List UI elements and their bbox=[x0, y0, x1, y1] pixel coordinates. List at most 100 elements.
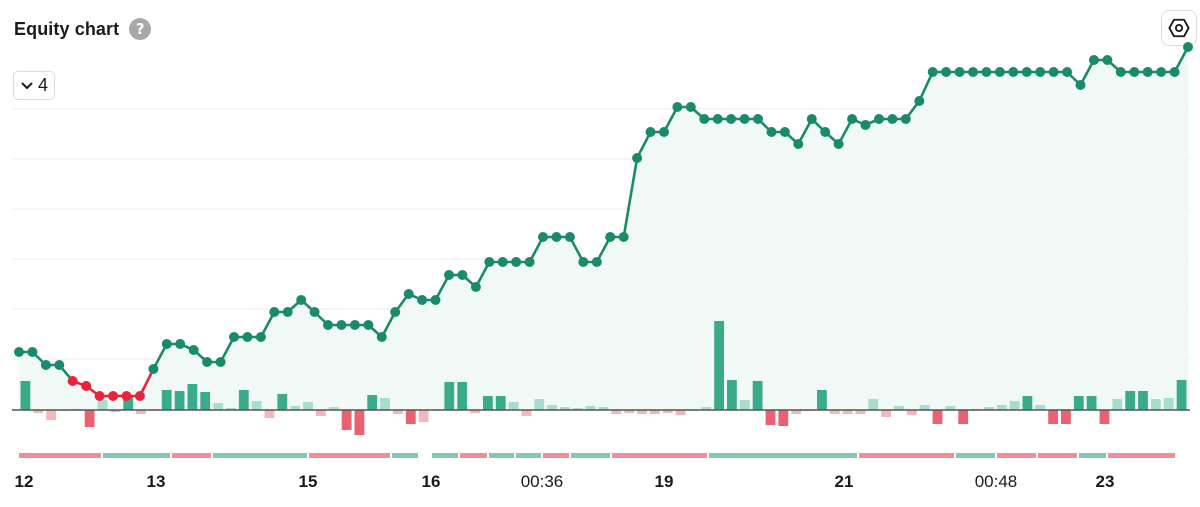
trade-result-bar bbox=[701, 407, 712, 410]
gear-hexagon-icon bbox=[1168, 18, 1190, 38]
trade-result-bar bbox=[200, 392, 211, 410]
equity-point bbox=[1102, 55, 1113, 65]
trade-result-bar bbox=[1151, 399, 1161, 410]
trade-result-bar bbox=[1099, 410, 1110, 424]
equity-point bbox=[94, 391, 105, 401]
trade-result-bar bbox=[919, 405, 930, 410]
trade-result-bar bbox=[483, 396, 493, 410]
equity-point bbox=[188, 345, 199, 355]
trade-result-bar bbox=[1086, 396, 1097, 410]
trade-result-bar bbox=[662, 410, 673, 413]
equity-point bbox=[779, 127, 790, 137]
equity-point bbox=[403, 289, 414, 299]
equity-point bbox=[659, 127, 669, 137]
trade-result-bar bbox=[739, 400, 750, 410]
trade-result-bar bbox=[470, 410, 480, 413]
session-segment bbox=[172, 453, 211, 458]
trade-result-bar bbox=[906, 410, 917, 415]
equity-point bbox=[202, 357, 213, 367]
equity-point bbox=[605, 232, 616, 242]
trade-result-bar bbox=[110, 410, 121, 412]
settings-button[interactable] bbox=[1161, 10, 1197, 46]
equity-point bbox=[511, 257, 522, 267]
trade-result-bar bbox=[637, 410, 647, 414]
question-circle-icon[interactable]: ? bbox=[129, 18, 152, 40]
trade-result-bar bbox=[97, 400, 108, 410]
equity-segment bbox=[622, 156, 639, 239]
equity-point bbox=[108, 391, 119, 401]
trade-result-bar bbox=[1073, 396, 1084, 410]
trade-result-bar bbox=[714, 321, 724, 410]
equity-point bbox=[1115, 67, 1126, 77]
session-segment bbox=[516, 453, 541, 458]
trade-result-bar bbox=[996, 405, 1007, 410]
trade-result-bar bbox=[868, 399, 879, 410]
trade-result-bar bbox=[393, 410, 403, 414]
session-segment bbox=[489, 453, 514, 458]
trade-result-bar bbox=[560, 407, 570, 410]
x-tick-label: 00:36 bbox=[521, 472, 564, 491]
trade-result-bar bbox=[1048, 410, 1058, 424]
equity-point bbox=[766, 127, 777, 137]
session-segment bbox=[543, 453, 569, 458]
equity-point bbox=[1035, 67, 1046, 77]
trade-result-bar bbox=[521, 410, 532, 416]
trade-result-bar bbox=[226, 408, 236, 410]
x-tick-label: 16 bbox=[422, 472, 441, 491]
equity-point bbox=[1048, 67, 1059, 77]
trade-result-bar bbox=[354, 410, 365, 435]
equity-point bbox=[1021, 67, 1032, 77]
trade-result-bar bbox=[495, 396, 506, 410]
trade-result-bar bbox=[123, 397, 134, 410]
trade-count-dropdown[interactable]: 4 bbox=[13, 71, 56, 100]
equity-point bbox=[900, 114, 911, 124]
equity-point bbox=[1129, 67, 1140, 77]
equity-point bbox=[14, 347, 24, 357]
equity-point bbox=[726, 114, 737, 124]
trade-result-bar bbox=[650, 410, 660, 414]
trade-result-bar bbox=[791, 410, 802, 414]
equity-point bbox=[1008, 67, 1019, 77]
trade-result-bar bbox=[1112, 399, 1123, 410]
equity-point bbox=[1169, 67, 1180, 77]
equity-point bbox=[1142, 67, 1153, 77]
equity-point bbox=[685, 102, 696, 112]
trade-result-bar bbox=[611, 410, 622, 414]
equity-point bbox=[712, 114, 723, 124]
trade-result-bar bbox=[84, 410, 95, 427]
trade-result-bar bbox=[984, 407, 994, 410]
equity-point bbox=[470, 282, 481, 292]
trade-result-bar bbox=[457, 382, 468, 410]
equity-point bbox=[161, 339, 172, 349]
equity-point bbox=[941, 67, 952, 77]
dropdown-value: 4 bbox=[38, 75, 49, 95]
trade-result-bar bbox=[1125, 391, 1136, 410]
equity-point bbox=[753, 114, 763, 124]
trade-result-bar bbox=[418, 410, 429, 422]
trade-result-bar bbox=[894, 406, 904, 410]
trade-result-bars bbox=[20, 321, 1187, 435]
trade-result-bar bbox=[842, 410, 853, 414]
session-segment bbox=[1038, 453, 1077, 458]
trade-result-bar bbox=[1163, 398, 1174, 410]
x-tick-label: 21 bbox=[835, 472, 854, 491]
equity-point bbox=[645, 127, 656, 137]
equity-point bbox=[739, 114, 750, 124]
equity-point bbox=[820, 127, 831, 137]
equity-point bbox=[336, 320, 347, 330]
equity-point bbox=[833, 139, 844, 149]
equity-point bbox=[444, 270, 454, 280]
equity-point bbox=[282, 307, 293, 317]
equity-point bbox=[134, 391, 145, 401]
session-segment bbox=[19, 453, 101, 458]
trade-result-bar bbox=[624, 410, 635, 413]
equity-segment bbox=[138, 367, 155, 398]
equity-point bbox=[27, 347, 38, 357]
trade-result-bar bbox=[675, 410, 686, 415]
trade-result-bar bbox=[765, 410, 776, 425]
session-segment bbox=[309, 453, 390, 458]
equity-point bbox=[954, 67, 965, 77]
equity-point bbox=[417, 295, 428, 305]
equity-point bbox=[363, 320, 374, 330]
trade-result-bar bbox=[213, 403, 223, 410]
